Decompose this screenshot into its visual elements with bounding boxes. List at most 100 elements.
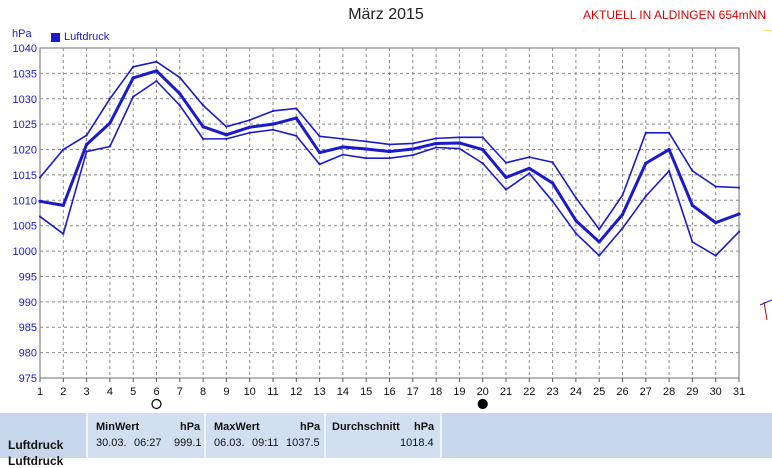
chart-title: März 2015 bbox=[348, 6, 424, 23]
new-moon-icon bbox=[477, 398, 488, 410]
y-tick-label: 1005 bbox=[13, 221, 37, 233]
data-point-mean bbox=[294, 116, 298, 120]
data-point-mean bbox=[85, 142, 89, 147]
data-point-max bbox=[248, 118, 251, 122]
x-axis-ticks: 1 2 3 4 5 6 7 8 9 10 11 12 13 14 15 16 17 18 19 20 21 22 23 24 2… bbox=[37, 378, 745, 398]
stats-row-label-2: Luftdruck bbox=[8, 454, 64, 468]
data-point-min bbox=[365, 157, 368, 160]
data-point-max bbox=[714, 185, 717, 188]
x-tick-label: 20 bbox=[477, 386, 489, 398]
data-point-min bbox=[504, 188, 508, 191]
statistics-panel: Luftdruck Luftdruck MinWert hPa 30.03. 0… bbox=[0, 413, 772, 468]
x-tick-label: 27 bbox=[640, 386, 652, 398]
data-point-min bbox=[691, 240, 694, 244]
data-point-mean bbox=[224, 133, 228, 137]
data-point-min bbox=[598, 254, 601, 257]
station-label: AKTUELL IN ALDINGEN 654mNN bbox=[583, 8, 766, 22]
data-point-mean bbox=[108, 121, 112, 125]
data-point-mean bbox=[38, 199, 42, 203]
grid-lines bbox=[40, 48, 739, 378]
x-tick-label: 5 bbox=[130, 386, 136, 398]
y-axis-unit: hPa bbox=[12, 28, 32, 40]
data-point-max bbox=[108, 97, 111, 100]
data-point-mean bbox=[714, 221, 718, 225]
x-tick-label: 26 bbox=[616, 386, 628, 398]
full-moon-icon bbox=[151, 398, 162, 410]
data-point-mean bbox=[667, 147, 671, 152]
min-value: 999.1 bbox=[174, 437, 202, 449]
x-tick-label: 10 bbox=[244, 386, 256, 398]
y-axis-ticks: 975 980 985 990 995 1000 1005 1010 1015 1020 1025 1… bbox=[13, 43, 37, 385]
data-point-max bbox=[411, 142, 414, 145]
stats-row-label: Luftdruck bbox=[8, 438, 64, 452]
y-tick-label: 1025 bbox=[13, 119, 37, 131]
y-tick-label: 1020 bbox=[13, 145, 37, 157]
y-tick-label: 985 bbox=[19, 322, 37, 334]
data-point-min bbox=[132, 95, 135, 98]
data-point-max bbox=[481, 136, 484, 139]
data-point-min bbox=[737, 230, 741, 233]
data-point-mean bbox=[457, 141, 461, 145]
data-point-min bbox=[108, 145, 111, 148]
data-point-mean bbox=[434, 141, 438, 146]
data-point-max bbox=[551, 161, 554, 164]
data-point-mean bbox=[481, 147, 485, 152]
data-point-mean bbox=[131, 76, 135, 80]
data-point-max bbox=[365, 140, 368, 143]
x-tick-label: 23 bbox=[546, 386, 558, 398]
data-point-mean bbox=[61, 203, 65, 207]
data-point-max bbox=[621, 194, 624, 197]
data-point-min bbox=[225, 137, 228, 140]
data-point-mean bbox=[411, 147, 415, 151]
data-point-mean bbox=[574, 219, 578, 223]
data-point-mean bbox=[318, 150, 322, 155]
empty-stats-cell bbox=[440, 413, 760, 458]
series-lines bbox=[38, 60, 741, 257]
data-point-min bbox=[341, 153, 344, 156]
data-point-min bbox=[621, 227, 624, 230]
x-tick-label: 7 bbox=[177, 386, 183, 398]
x-tick-label: 15 bbox=[360, 386, 372, 398]
legend-swatch bbox=[51, 32, 60, 42]
x-tick-label: 2 bbox=[60, 386, 66, 398]
data-point-max bbox=[644, 131, 647, 134]
data-point-min bbox=[62, 232, 65, 235]
data-point-max bbox=[62, 148, 65, 151]
data-point-max bbox=[341, 137, 344, 140]
data-point-min bbox=[435, 146, 438, 149]
x-tick-label: 17 bbox=[407, 386, 419, 398]
x-tick-label: 11 bbox=[267, 386, 278, 398]
data-point-min bbox=[481, 162, 484, 165]
data-point-max bbox=[458, 136, 461, 139]
data-point-max bbox=[38, 176, 42, 179]
data-point-max bbox=[598, 228, 601, 231]
y-tick-label: 980 bbox=[19, 348, 37, 360]
y-tick-label: 975 bbox=[19, 373, 37, 385]
x-tick-label: 30 bbox=[710, 386, 722, 398]
x-tick-label: 28 bbox=[663, 386, 675, 398]
x-tick-label: 13 bbox=[313, 386, 325, 398]
data-point-mean bbox=[551, 181, 555, 185]
data-point-max bbox=[202, 104, 205, 107]
data-point-min bbox=[178, 104, 181, 107]
data-point-min bbox=[38, 215, 42, 218]
data-point-mean bbox=[271, 122, 275, 126]
data-point-min bbox=[248, 131, 251, 134]
x-tick-label: 14 bbox=[337, 386, 349, 398]
data-point-mean bbox=[341, 145, 345, 149]
max-unit: hPa bbox=[300, 421, 321, 433]
x-tick-label: 16 bbox=[383, 386, 395, 398]
x-tick-label: 6 bbox=[153, 386, 159, 398]
data-point-max bbox=[225, 125, 228, 128]
avg-unit: hPa bbox=[414, 421, 435, 433]
min-value-cell: MinWert hPa 30.03. 06:27 999.1 bbox=[86, 413, 206, 458]
max-value: 1037.5 bbox=[286, 437, 320, 449]
data-point-mean bbox=[178, 92, 182, 96]
x-tick-label: 8 bbox=[200, 386, 206, 398]
data-point-min bbox=[668, 169, 671, 172]
x-tick-label: 29 bbox=[686, 386, 698, 398]
data-point-max bbox=[691, 169, 694, 172]
data-point-max bbox=[85, 134, 88, 137]
data-point-mean bbox=[620, 212, 625, 217]
data-point-mean bbox=[504, 175, 508, 180]
